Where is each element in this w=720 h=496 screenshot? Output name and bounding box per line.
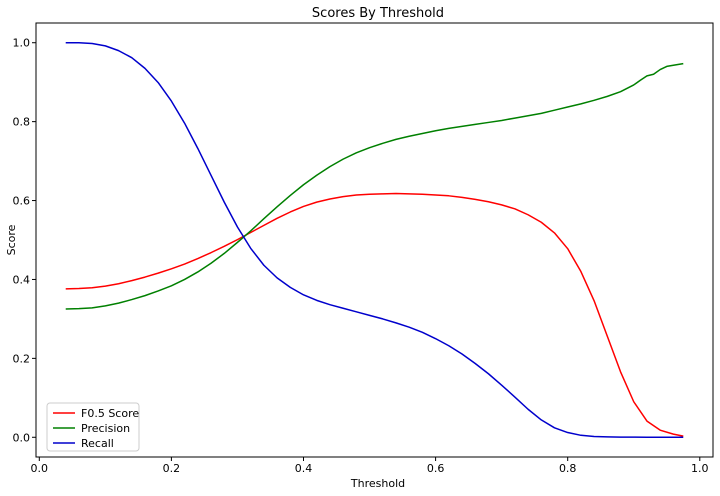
y-tick-label: 0.8 bbox=[13, 116, 31, 129]
x-axis: 0.0 0.2 0.4 0.6 0.8 1.0 bbox=[31, 457, 709, 475]
y-tick-label: 0.0 bbox=[13, 431, 31, 444]
y-tick-label: 0.4 bbox=[13, 273, 31, 286]
y-axis: 0.0 0.2 0.4 0.6 0.8 1.0 bbox=[13, 37, 36, 444]
x-tick-label: 0.2 bbox=[163, 462, 181, 475]
x-tick-label: 0.0 bbox=[31, 462, 49, 475]
legend-entry: F0.5 Score bbox=[81, 407, 139, 420]
series-lines bbox=[65, 41, 684, 439]
plot-frame bbox=[35, 22, 714, 458]
y-axis-label: Score bbox=[5, 224, 18, 255]
y-tick-label: 0.2 bbox=[13, 352, 31, 365]
x-tick-label: 1.0 bbox=[691, 462, 709, 475]
y-tick-label: 1.0 bbox=[13, 37, 31, 50]
x-tick-label: 0.4 bbox=[295, 462, 313, 475]
legend: F0.5 Score Precision Recall bbox=[46, 402, 140, 452]
chart-title: Scores By Threshold bbox=[312, 6, 444, 21]
series-line-precision bbox=[65, 62, 684, 310]
series-line-f0-5-score bbox=[65, 192, 684, 437]
series-line-recall bbox=[65, 41, 684, 439]
legend-entry: Recall bbox=[81, 437, 114, 450]
y-tick-label: 0.6 bbox=[13, 195, 31, 208]
x-tick-label: 0.6 bbox=[427, 462, 445, 475]
x-tick-label: 0.8 bbox=[559, 462, 577, 475]
legend-entry: Precision bbox=[81, 422, 130, 435]
legend-box bbox=[46, 402, 140, 452]
x-axis-label: Threshold bbox=[350, 477, 405, 490]
